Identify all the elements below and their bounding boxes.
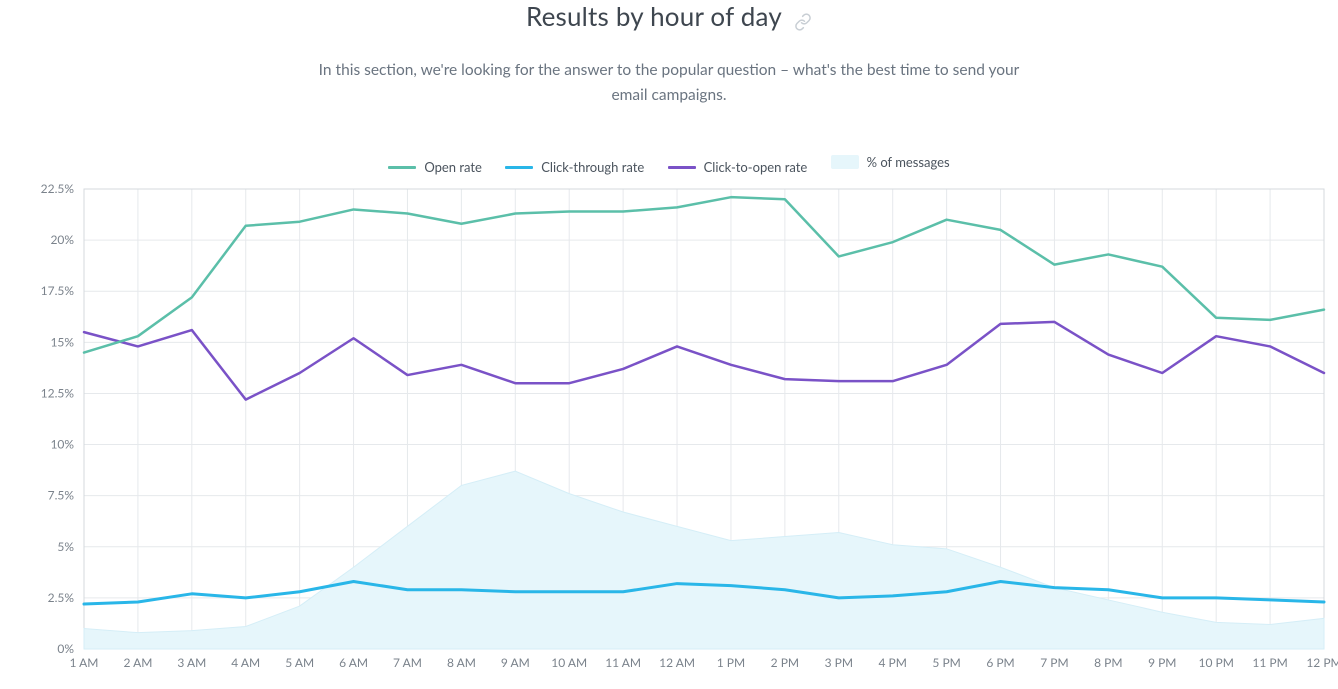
x-tick-label: 5 AM — [285, 655, 314, 670]
x-tick-label: 4 AM — [231, 655, 260, 670]
chart-title: Results by hour of day — [526, 0, 782, 32]
x-tick-label: 9 PM — [1148, 655, 1176, 670]
x-tick-label: 10 AM — [551, 655, 587, 670]
y-tick-label: 15% — [50, 334, 74, 349]
x-tick-label: 3 AM — [177, 655, 206, 670]
chart-legend: Open rate Click-through rate Click-to-op… — [0, 154, 1338, 176]
permalink-icon[interactable] — [794, 13, 812, 31]
x-tick-label: 12 PM — [1306, 655, 1338, 670]
legend-swatch-cto — [668, 166, 696, 169]
y-tick-label: 20% — [50, 232, 74, 247]
series-click-to-open — [84, 322, 1324, 400]
x-tick-label: 7 PM — [1040, 655, 1068, 670]
y-tick-label: 5% — [57, 539, 74, 554]
x-tick-label: 8 AM — [447, 655, 476, 670]
x-tick-label: 1 PM — [717, 655, 745, 670]
legend-item-ctr[interactable]: Click-through rate — [505, 159, 644, 175]
x-tick-label: 7 AM — [393, 655, 422, 670]
legend-label-open: Open rate — [424, 159, 482, 175]
legend-label-msgs: % of messages — [867, 154, 950, 170]
x-tick-label: 11 AM — [605, 655, 641, 670]
x-tick-label: 2 PM — [771, 655, 799, 670]
legend-swatch-ctr — [505, 166, 533, 169]
y-tick-label: 22.5% — [41, 183, 75, 196]
y-tick-label: 7.5% — [48, 488, 75, 503]
results-by-hour-chart: 0% 2.5% 5% 7.5% 10% 12.5% 15% 17.5% 20% 22.5% 1 AM… — [0, 183, 1338, 689]
legend-swatch-open — [388, 166, 416, 169]
x-tick-label: 2 AM — [123, 655, 152, 670]
y-tick-label: 12.5% — [41, 386, 75, 401]
x-tick-label: 4 PM — [879, 655, 907, 670]
legend-label-cto: Click-to-open rate — [704, 159, 808, 175]
y-tick-label: 2.5% — [48, 590, 75, 605]
x-tick-label: 1 AM — [70, 655, 99, 670]
x-tick-label: 3 PM — [825, 655, 853, 670]
legend-item-msgs[interactable]: % of messages — [831, 154, 950, 170]
y-tick-label: 17.5% — [41, 283, 75, 298]
series-messages-area — [84, 471, 1324, 649]
x-tick-label: 6 PM — [986, 655, 1014, 670]
y-tick-label: 10% — [50, 437, 74, 452]
chart-subtitle: In this section, we're looking for the a… — [309, 58, 1029, 108]
legend-item-open-rate[interactable]: Open rate — [388, 159, 482, 175]
x-tick-label: 11 PM — [1252, 655, 1287, 670]
x-tick-label: 10 PM — [1199, 655, 1234, 670]
series-open-rate — [84, 197, 1324, 352]
y-tick-label: 0% — [57, 641, 74, 656]
x-tick-label: 5 PM — [932, 655, 960, 670]
x-tick-label: 12 AM — [659, 655, 695, 670]
x-tick-label: 6 AM — [339, 655, 368, 670]
legend-swatch-msgs — [831, 155, 859, 169]
legend-item-cto[interactable]: Click-to-open rate — [668, 159, 808, 175]
x-tick-label: 9 AM — [501, 655, 530, 670]
x-tick-label: 8 PM — [1094, 655, 1122, 670]
legend-label-ctr: Click-through rate — [541, 159, 644, 175]
